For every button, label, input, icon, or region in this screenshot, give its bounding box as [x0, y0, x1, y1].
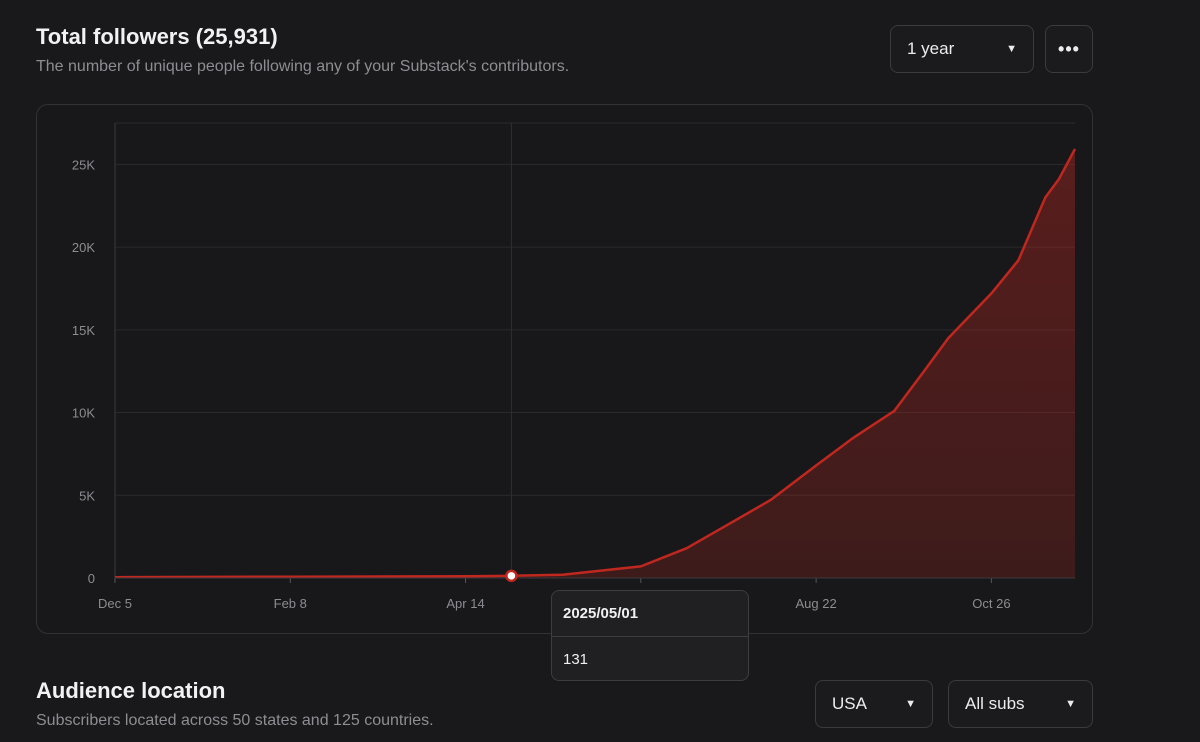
x-tick-label: Apr 14 [446, 596, 484, 611]
y-tick-label: 20K [72, 240, 95, 255]
caret-down-icon: ▼ [1006, 43, 1017, 55]
x-tick-label: Dec 5 [98, 596, 132, 611]
audience-subtitle: Subscribers located across 50 states and… [36, 712, 434, 729]
tooltip-date: 2025/05/01 [552, 591, 748, 637]
y-tick-label: 15K [72, 323, 95, 338]
country-value: USA [832, 694, 867, 713]
caret-down-icon: ▼ [1065, 698, 1076, 710]
followers-title: Total followers (25,931) [36, 24, 278, 49]
y-tick-label: 0 [88, 571, 95, 586]
hover-point [505, 569, 518, 583]
y-tick-label: 25K [72, 157, 95, 172]
more-options-button[interactable]: ••• [1045, 25, 1093, 73]
more-horizontal-icon: ••• [1058, 38, 1080, 59]
y-tick-label: 10K [72, 406, 95, 421]
time-range-dropdown[interactable]: 1 year ▼ [890, 25, 1034, 73]
time-range-value: 1 year [907, 39, 955, 58]
x-tick-label: Oct 26 [972, 596, 1010, 611]
followers-area [115, 149, 1075, 578]
x-tick-label: Aug 22 [796, 596, 837, 611]
subs-filter-dropdown[interactable]: All subs ▼ [948, 680, 1093, 728]
x-tick-label: Feb 8 [274, 596, 307, 611]
tooltip-value: 131 [563, 651, 589, 668]
subs-filter-value: All subs [965, 694, 1025, 713]
country-dropdown[interactable]: USA ▼ [815, 680, 933, 728]
chart-tooltip: 2025/05/01 131 [551, 590, 749, 681]
caret-down-icon: ▼ [905, 698, 916, 710]
audience-title: Audience location [36, 678, 226, 703]
followers-subtitle: The number of unique people following an… [36, 58, 570, 75]
y-tick-label: 5K [79, 488, 95, 503]
